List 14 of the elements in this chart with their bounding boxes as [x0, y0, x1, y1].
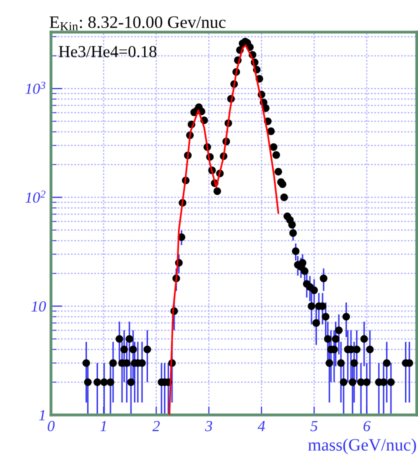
x-tick-label: 3 — [205, 420, 212, 432]
x-tick-label: 4 — [258, 421, 265, 432]
x-tick-label: 2 — [152, 420, 160, 432]
x-tick-label: 6 — [364, 420, 370, 432]
x-axis-title: mass(GeV/nuc) — [308, 438, 416, 454]
chart-title: E$_{Kin}$: 8.32-10.00 Gev/nuc — [50, 16, 226, 30]
x-tick-label: 0 — [48, 420, 55, 432]
y-tick-label: 10$^{2}$ — [25, 190, 46, 203]
x-tick-label: 1 — [100, 421, 106, 432]
x-tick-label: 5 — [310, 421, 318, 432]
y-tick-label: 1 — [39, 410, 44, 420]
y-tick-label: 10 — [31, 301, 46, 312]
annotation: He3/He4=0.18 — [58, 46, 156, 58]
y-tick-label: 10$^{3}$ — [25, 82, 46, 94]
